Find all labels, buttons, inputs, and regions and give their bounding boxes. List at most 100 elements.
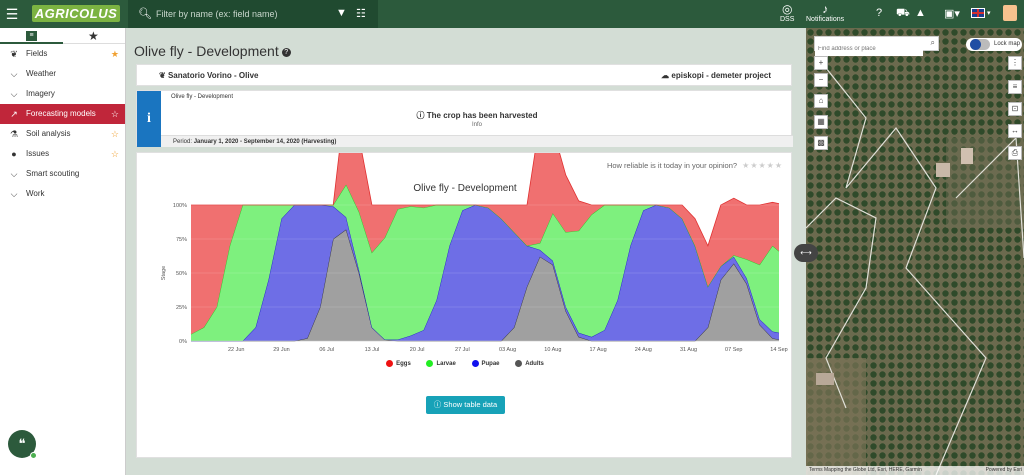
field-header: ❦ Sanatorio Vorino - Olive ☁ episkopi - … [136, 64, 792, 86]
legend-label: Pupae [481, 361, 500, 368]
legend-label: Larvae [436, 361, 456, 368]
period-bar: Period: January 1, 2020 - September 14, … [161, 135, 793, 147]
sidebar-item-weather[interactable]: ⌵ Weather [0, 64, 125, 84]
list-icon[interactable]: ☷ [356, 8, 366, 20]
x-tick-label: 13 Jul [365, 347, 380, 353]
x-tick-label: 24 Aug [635, 347, 652, 353]
field-name[interactable]: ❦ Sanatorio Vorino - Olive [159, 71, 258, 80]
legend-label: Eggs [396, 361, 411, 368]
home-icon[interactable]: ⌂ [814, 94, 828, 108]
sidebar-item-forecasting-models[interactable]: ↗ Forecasting models ☆ [0, 104, 125, 124]
leaf-icon: ❦ [159, 71, 168, 80]
sidebar-item-soil-analysis[interactable]: ⚗ Soil analysis ☆ [0, 124, 125, 144]
language-flag-icon[interactable] [971, 8, 985, 18]
cart-icon[interactable]: ⛟ [896, 7, 910, 19]
user-avatar[interactable] [1003, 5, 1017, 21]
x-tick-label: 17 Aug [590, 347, 607, 353]
stage-area-chart: 0% 25% 50% 75% 100% Stage 22 Jun 29 Jun 06 Jul 13… [161, 153, 788, 353]
satellite-imagery [806, 28, 1024, 475]
y-axis-label: Stage [161, 266, 167, 280]
x-tick-label: 14 Sep [770, 347, 787, 353]
favorites-tab-star-icon[interactable]: ★ [88, 29, 99, 43]
weather-cloud-icon: ☁ [661, 71, 672, 80]
briefcase-icon[interactable]: ▣▾ [944, 8, 960, 20]
hamburger-menu-icon[interactable]: ☰ [5, 6, 19, 22]
search-icon: 🔍︎ [138, 8, 152, 20]
print-icon[interactable]: ⎙ [1008, 146, 1022, 160]
sidebar-item-issues[interactable]: ● Issues ☆ [0, 144, 125, 164]
sidebar-item-label: Imagery [26, 89, 55, 98]
lightbulb-icon: ◎ [781, 2, 793, 16]
x-tick-label: 07 Sep [725, 347, 742, 353]
help-icon[interactable]: ? [876, 7, 883, 19]
x-tick-label: 22 Jun [228, 347, 245, 353]
project-name-text: episkopi - demeter project [671, 71, 771, 80]
filter-icon[interactable]: ▼ [336, 7, 347, 19]
menu-list-icon[interactable]: ≡ [1008, 80, 1022, 94]
active-tab-indicator [0, 42, 63, 44]
help-circle-icon[interactable]: ? [281, 47, 291, 57]
info-model-name: Olive fly - Development [171, 94, 234, 100]
legend-item-adults[interactable]: Adults [515, 360, 544, 367]
crop-icon[interactable]: ⊡ [1008, 102, 1022, 116]
collapse-arrows-icon[interactable]: ⟷ [794, 244, 818, 262]
notifications-button[interactable]: ♪ Notifications [806, 2, 845, 24]
legend-item-eggs[interactable]: Eggs [386, 360, 411, 367]
sidebar-item-fields[interactable]: ❦ Fields ★ [0, 44, 125, 64]
sidebar-item-label: Forecasting models [26, 109, 96, 118]
sidebar-item-smart-scouting[interactable]: ⌵ Smart scouting [0, 164, 125, 184]
list-tab-icon[interactable]: ≡ [26, 31, 37, 41]
map-panel[interactable]: ⌕ Lock map + − ⌂ ▦ ▩ ⋮ ≡ ⊡ ↔ ⎙ Terms Map… [806, 28, 1024, 475]
favorite-star-icon[interactable]: ☆ [110, 149, 119, 159]
series-line-eggs [191, 153, 780, 247]
sidebar: ≡ ★ ❦ Fields ★ ⌵ Weather ⌵ Imagery ↗ For… [0, 28, 126, 475]
legend-dot [426, 360, 434, 367]
info-message: ⓘ The crop has been harvested [161, 110, 793, 121]
layers-icon[interactable]: ▦ [814, 115, 828, 129]
legend-dot [471, 360, 479, 367]
dss-button[interactable]: ◎ DSS [780, 2, 794, 24]
online-status-dot [30, 452, 37, 459]
sidebar-tabs: ≡ ★ [0, 28, 125, 44]
chevron-down-icon: ⌵ [10, 69, 18, 79]
toggle-switch[interactable] [970, 39, 990, 50]
bell-icon: ♪ [822, 2, 829, 16]
info-subtext: Info [471, 122, 482, 128]
graduation-cap-icon[interactable]: ▲ [915, 7, 926, 19]
lock-map-toggle[interactable]: Lock map [966, 38, 1022, 51]
language-chevron-icon[interactable]: ▾ [987, 10, 991, 17]
alert-icon: ● [11, 149, 17, 159]
zoom-in-button[interactable]: + [814, 56, 828, 70]
favorite-star-icon[interactable]: ★ [110, 49, 119, 59]
favorite-star-icon[interactable]: ☆ [110, 109, 119, 119]
zoom-out-button[interactable]: − [814, 73, 828, 87]
page-title: Olive fly - Development? [134, 43, 291, 59]
project-name[interactable]: ☁ episkopi - demeter project [661, 71, 771, 80]
favorite-star-icon[interactable]: ☆ [110, 129, 119, 139]
qr-code-icon[interactable]: ▩ [814, 136, 828, 150]
x-tick-label: 06 Jul [319, 347, 334, 353]
sidebar-item-work[interactable]: ⌵ Work [0, 184, 125, 204]
x-tick-label: 20 Jul [410, 347, 425, 353]
chart-legend: Eggs Larvae Pupae Adults [137, 360, 793, 367]
search-input[interactable] [156, 6, 326, 22]
series-area-adults [191, 229, 779, 341]
legend-item-larvae[interactable]: Larvae [426, 360, 456, 368]
period-label: Period: [173, 139, 193, 145]
chart-title: Olive fly - Development [413, 183, 517, 194]
resize-icon[interactable]: ↔ [1008, 124, 1022, 138]
notifications-label: Notifications [806, 16, 845, 23]
y-tick-label: 75% [176, 237, 187, 243]
legend-item-pupae[interactable]: Pupae [471, 360, 500, 368]
sidebar-item-imagery[interactable]: ⌵ Imagery [0, 84, 125, 104]
chevron-down-icon: ⌵ [10, 169, 18, 179]
field-name-text: Sanatorio Vorino - Olive [167, 71, 259, 80]
app-logo[interactable]: AGRICOLUS [32, 5, 120, 22]
map-attribution: Terms Mapping the Globe Ltd, Esri, HERE,… [806, 466, 1024, 475]
search-icon[interactable]: ⌕ [930, 38, 935, 47]
measure-icon[interactable]: ⋮ [1008, 56, 1022, 70]
rating-stars[interactable]: ★★★★★ [742, 161, 783, 170]
chart-line-icon: ↗ [10, 109, 18, 119]
map-search-input[interactable] [815, 42, 923, 56]
show-table-data-button[interactable]: ⓘ Show table data [426, 396, 505, 414]
